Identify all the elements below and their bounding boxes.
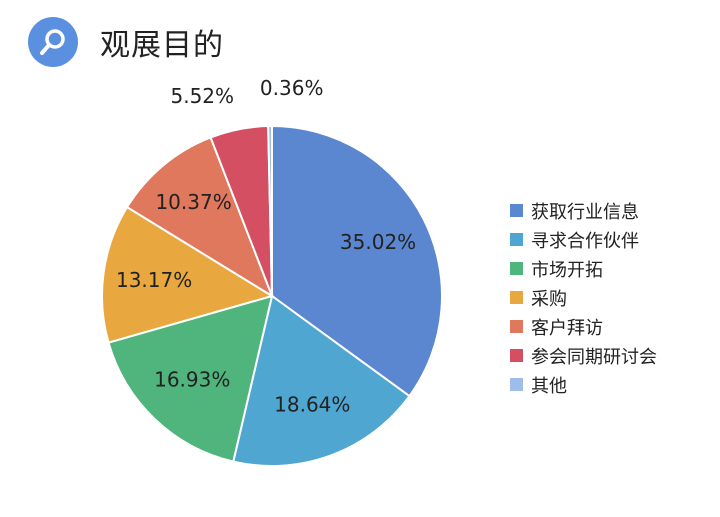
pie-slice [125, 136, 275, 299]
slice-label: 13.17% [116, 268, 192, 292]
legend-item: 采购 [510, 283, 657, 312]
legend-swatch [510, 291, 523, 304]
slice-label: 18.64% [274, 392, 350, 416]
legend-swatch [510, 378, 523, 391]
legend-swatch [510, 262, 523, 275]
legend-label: 其他 [531, 375, 567, 397]
slice-label: 35.02% [340, 230, 416, 254]
slice-label: 16.93% [154, 368, 230, 392]
legend-label: 采购 [531, 288, 567, 310]
search-icon [28, 17, 78, 67]
slice-label: 5.52% [170, 84, 234, 108]
legend-item: 参会同期研讨会 [510, 341, 657, 370]
legend-label: 参会同期研讨会 [531, 346, 657, 368]
legend-item: 寻求合作伙伴 [510, 225, 657, 254]
legend-item: 获取行业信息 [510, 196, 657, 225]
legend-swatch [510, 233, 523, 246]
pie-slice [107, 294, 274, 463]
legend-label: 寻求合作伙伴 [531, 230, 639, 252]
legend-swatch [510, 349, 523, 362]
legend-item: 市场开拓 [510, 254, 657, 283]
page-title: 观展目的 [100, 28, 224, 63]
legend-item: 客户拜访 [510, 312, 657, 341]
chart-legend: 获取行业信息 寻求合作伙伴 市场开拓采购客户拜访参会同期研讨会 其他 [510, 196, 657, 399]
page-header: 观展目的 [28, 14, 224, 70]
slice-label: 10.37% [155, 190, 231, 214]
pie-slice [101, 205, 275, 344]
pie-slice [267, 124, 273, 297]
legend-label: 市场开拓 [531, 259, 603, 281]
legend-label: 客户拜访 [531, 317, 603, 339]
pie-slice [232, 294, 411, 467]
slice-label: 0.36% [260, 76, 324, 100]
pie-slice [271, 124, 443, 398]
legend-label: 获取行业信息 [531, 201, 639, 223]
legend-swatch [510, 204, 523, 217]
legend-swatch [510, 320, 523, 333]
legend-item: 其他 [510, 370, 657, 399]
